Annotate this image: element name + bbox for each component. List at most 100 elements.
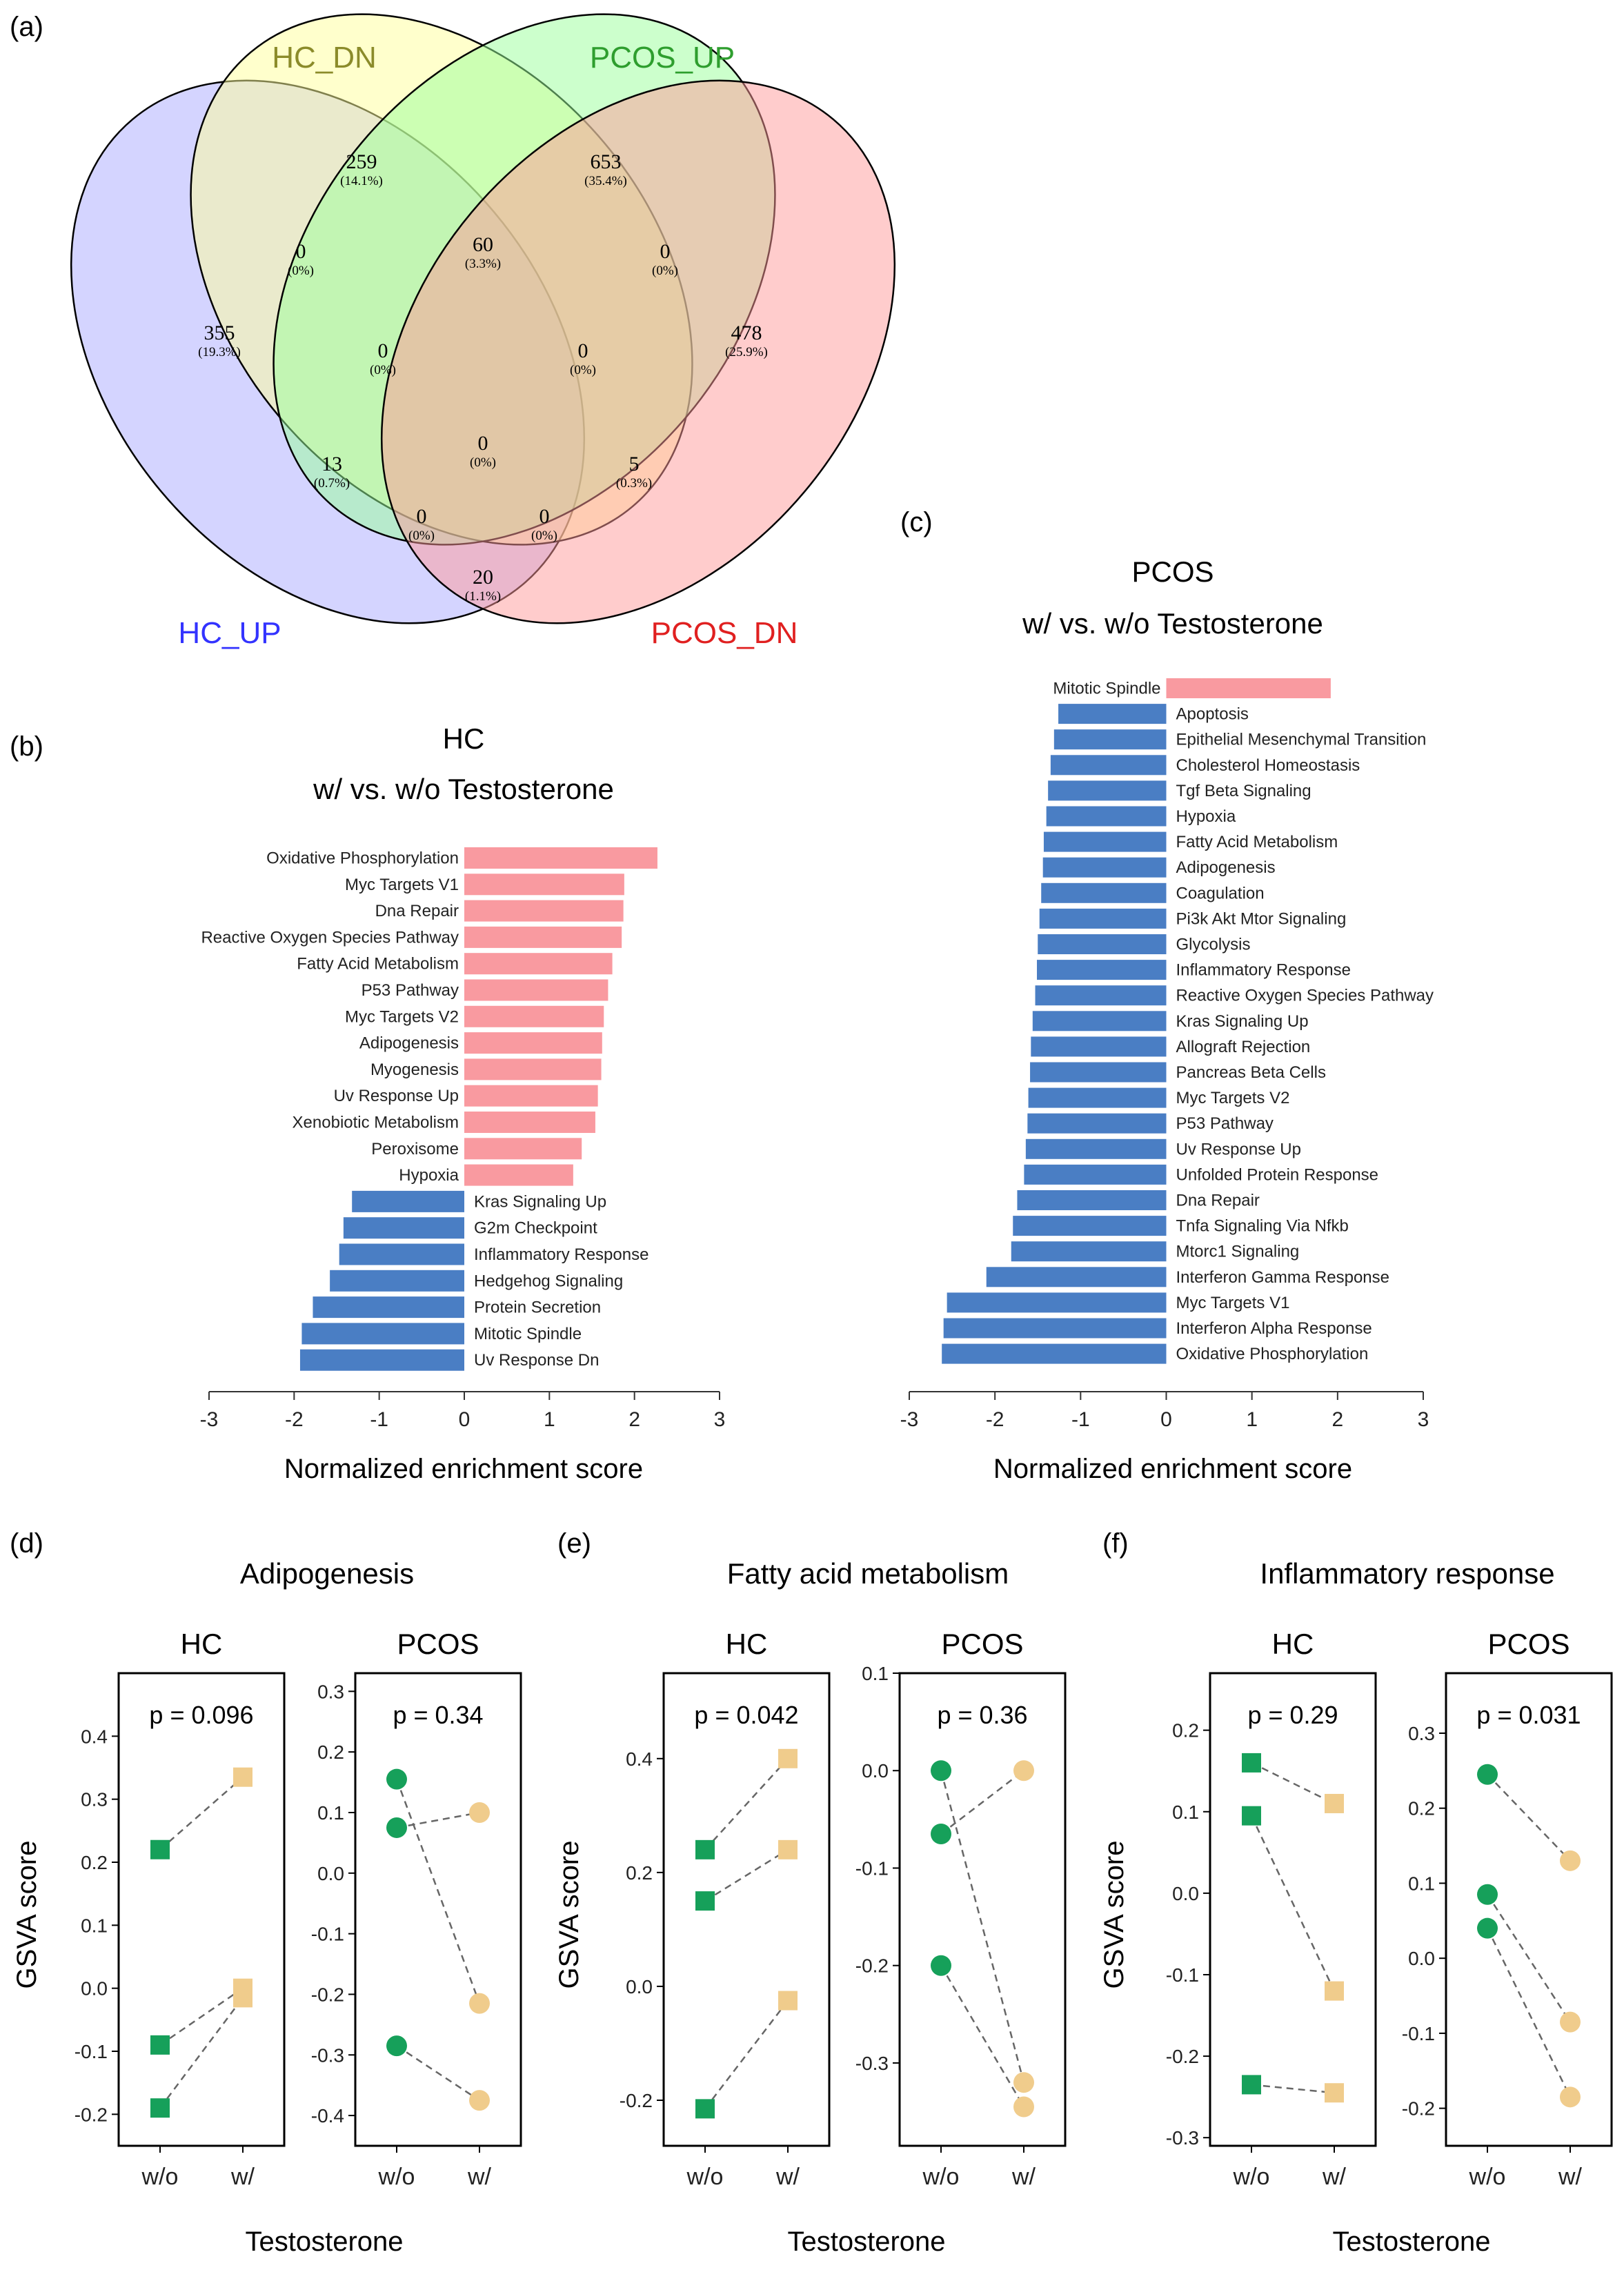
- x-tick-label: w/: [230, 2164, 255, 2190]
- venn-pct: (14.1%): [340, 174, 383, 188]
- point-with: [233, 1767, 252, 1787]
- point-without: [1477, 1917, 1498, 1939]
- point-without: [931, 1760, 951, 1782]
- bar-label: Myc Targets V2: [345, 1007, 459, 1026]
- x-axis-label: Testosterone: [1332, 2227, 1490, 2257]
- bar-label: Mitotic Spindle: [1053, 680, 1160, 698]
- bar-label: P53 Pathway: [1176, 1114, 1274, 1133]
- subplot-hc: HC p = 0.096 -0.2 -0.1 0.0 0.1 0.2 0.3 0.4 w/o w/: [75, 1628, 286, 2190]
- bar-label: Xenobiotic Metabolism: [293, 1114, 459, 1132]
- point-without: [1477, 1884, 1498, 1905]
- group-title: HC: [1272, 1628, 1314, 1660]
- venn-count: 0: [378, 339, 388, 362]
- bar: [1037, 960, 1167, 980]
- bar: [464, 1005, 604, 1027]
- bar: [1053, 729, 1167, 750]
- panel-label-e: (e): [557, 1528, 591, 1559]
- y-tick-label: -0.3: [855, 2053, 889, 2074]
- bar: [1032, 1011, 1167, 1032]
- tick-label: -3: [900, 1408, 919, 1431]
- venn-count: 0: [578, 339, 588, 362]
- bar: [1043, 831, 1167, 852]
- venn-pct: (0.7%): [314, 476, 350, 491]
- p-value: p = 0.36: [937, 1701, 1027, 1729]
- bar-label: Allograft Rejection: [1176, 1038, 1311, 1056]
- venn-pct: (0%): [652, 264, 678, 278]
- pair-line: [704, 1757, 789, 1850]
- y-tick-label: 0.0: [626, 1976, 653, 1997]
- p-value: p = 0.096: [149, 1701, 253, 1729]
- y-tick-label: 0.1: [317, 1802, 344, 1824]
- y-tick-label: 0.0: [1172, 1883, 1199, 1904]
- pair-line: [940, 1965, 1025, 2108]
- bar-label: Pancreas Beta Cells: [1176, 1063, 1326, 1082]
- y-tick-label: 0.3: [81, 1789, 108, 1810]
- venn-count: 20: [473, 566, 493, 589]
- tick-label: 2: [628, 1408, 640, 1431]
- pair-line: [1486, 1928, 1572, 2098]
- venn-count: 259: [346, 150, 377, 173]
- y-tick-label: -0.4: [311, 2105, 344, 2126]
- point-without: [1242, 1806, 1261, 1826]
- bar-label: Hypoxia: [1176, 807, 1236, 826]
- venn-count: 60: [473, 233, 493, 256]
- bar-label: Interferon Alpha Response: [1176, 1319, 1372, 1338]
- point-with: [469, 1802, 490, 1823]
- panel-title: Inflammatory response: [1260, 1557, 1554, 1590]
- y-tick-label: -0.1: [75, 2041, 108, 2062]
- bar-label: Oxidative Phosphorylation: [266, 849, 459, 868]
- pair-line: [159, 1997, 244, 2109]
- bar-label: Reactive Oxygen Species Pathway: [1176, 987, 1434, 1005]
- plot-frame: [898, 1672, 1067, 2147]
- bar-label: Myc Targets V1: [1176, 1294, 1290, 1312]
- y-axis-label: GSVA score: [12, 1841, 42, 1989]
- tick-label: -2: [285, 1408, 304, 1431]
- venn-count: 0: [539, 505, 550, 528]
- x-tick-label: w/: [1011, 2164, 1036, 2190]
- bar-chart-hc: (b) HC w/ vs. w/o Testosterone Oxidative…: [10, 722, 725, 1484]
- y-tick-label: 0.0: [862, 1760, 889, 1782]
- x-tick-label: w/: [1558, 2164, 1583, 2190]
- bar-label: Mitotic Spindle: [474, 1325, 582, 1343]
- y-tick-label: -0.1: [1166, 1964, 1199, 1986]
- point-without: [386, 1817, 407, 1838]
- y-tick-label: 0.1: [1408, 1873, 1435, 1894]
- y-tick-label: -0.3: [311, 2044, 344, 2066]
- point-with: [1560, 2011, 1581, 2033]
- bar: [339, 1243, 464, 1265]
- bar-label: Hedgehog Signaling: [474, 1272, 623, 1290]
- bar-label: Cholesterol Homeostasis: [1176, 756, 1360, 775]
- chart-title: HC: [443, 722, 485, 755]
- point-without: [1242, 2075, 1261, 2095]
- group-title: HC: [726, 1628, 768, 1660]
- bar: [1011, 1241, 1167, 1262]
- panel-label-c: (c): [900, 507, 933, 537]
- bar-label: Epithelial Mesenchymal Transition: [1176, 731, 1427, 749]
- bar-label: Adipogenesis: [359, 1034, 459, 1053]
- y-tick-label: 0.0: [317, 1863, 344, 1884]
- venn-count: 5: [629, 453, 640, 475]
- y-tick-label: 0.4: [81, 1726, 108, 1747]
- bar-label: Dna Repair: [375, 902, 459, 920]
- point-with: [778, 1839, 798, 1859]
- point-with: [1325, 2083, 1344, 2103]
- bar: [464, 900, 624, 922]
- venn-pct: (1.1%): [465, 589, 501, 604]
- y-tick-label: 0.2: [626, 1862, 653, 1884]
- tick-label: 3: [1418, 1408, 1429, 1431]
- x-tick-label: w/o: [922, 2164, 960, 2190]
- bar: [301, 1323, 464, 1345]
- tick-label: 3: [714, 1408, 726, 1431]
- pair-line: [940, 1770, 1025, 2083]
- bars: Oxidative Phosphorylation Myc Targets V1 D…: [201, 847, 657, 1371]
- point-with: [778, 1991, 798, 2011]
- group-title: PCOS: [941, 1628, 1023, 1660]
- panel-title: Adipogenesis: [240, 1557, 414, 1590]
- point-with: [1560, 1850, 1581, 1871]
- pair-line: [395, 1779, 481, 2004]
- bar: [313, 1296, 464, 1319]
- venn-pct: (0%): [370, 363, 396, 377]
- point-without: [150, 2035, 170, 2055]
- tick-label: -3: [200, 1408, 219, 1431]
